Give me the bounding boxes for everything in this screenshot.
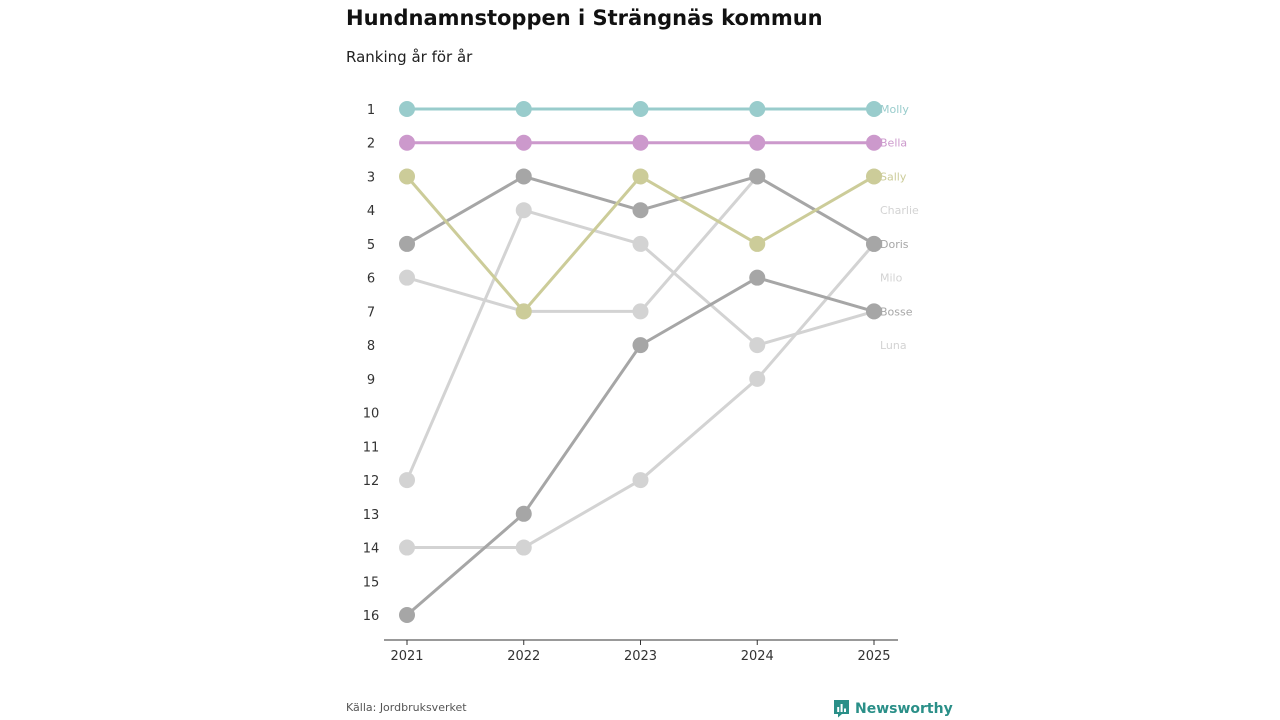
point-luna-2023[interactable] bbox=[632, 303, 649, 320]
point-charlie-2023[interactable] bbox=[632, 235, 649, 252]
y-tick-label: 5 bbox=[367, 238, 375, 253]
point-charlie-2022[interactable] bbox=[515, 202, 532, 219]
y-tick-label: 10 bbox=[363, 407, 380, 422]
point-doris-2022[interactable] bbox=[515, 168, 532, 185]
end-label-sally: Sally bbox=[880, 170, 907, 183]
x-tick-label: 2025 bbox=[857, 649, 890, 664]
y-tick-label: 8 bbox=[367, 339, 375, 354]
point-sally-2021[interactable] bbox=[399, 168, 415, 185]
point-sally-2025[interactable] bbox=[866, 168, 882, 185]
brand-name: Newsworthy bbox=[855, 700, 953, 717]
x-axis: 2021 2022 2023 2024 2025 bbox=[384, 639, 898, 664]
end-label-molly: Molly bbox=[880, 103, 909, 116]
series-bosse bbox=[399, 269, 882, 623]
point-bella-2022[interactable] bbox=[515, 134, 532, 151]
point-bosse-2023[interactable] bbox=[632, 337, 649, 354]
series-doris bbox=[399, 168, 882, 252]
brand-logo: Newsworthy bbox=[833, 699, 953, 718]
end-label-bella: Bella bbox=[880, 137, 907, 150]
x-tick-label: 2022 bbox=[507, 649, 540, 664]
point-sally-2022[interactable] bbox=[515, 303, 532, 320]
y-tick-label: 4 bbox=[367, 204, 375, 219]
point-sally-2024[interactable] bbox=[749, 235, 766, 252]
series-milo bbox=[399, 235, 882, 556]
x-tick-label: 2024 bbox=[741, 649, 774, 664]
y-tick-label: 7 bbox=[367, 305, 375, 320]
y-tick-label: 1 bbox=[367, 103, 375, 118]
series-sally bbox=[399, 168, 882, 320]
y-tick-label: 12 bbox=[363, 474, 380, 489]
point-bosse-2021[interactable] bbox=[399, 607, 415, 623]
point-molly-2024[interactable] bbox=[749, 101, 766, 117]
point-molly-2023[interactable] bbox=[632, 101, 649, 117]
point-molly-2025[interactable] bbox=[866, 101, 882, 117]
point-bella-2023[interactable] bbox=[632, 134, 649, 151]
series-line-milo bbox=[407, 242, 876, 550]
x-tick-label: 2023 bbox=[624, 649, 657, 664]
chart-subtitle: Ranking år för år bbox=[346, 48, 473, 66]
series-line-luna bbox=[406, 175, 759, 313]
point-milo-2021[interactable] bbox=[399, 539, 415, 556]
point-bosse-2022[interactable] bbox=[515, 505, 532, 522]
point-doris-2025[interactable] bbox=[866, 235, 882, 252]
point-luna-2021[interactable] bbox=[399, 269, 415, 286]
chart-title: Hundnamnstoppen i Strängnäs kommun bbox=[346, 6, 823, 30]
y-tick-label: 16 bbox=[363, 609, 380, 624]
point-milo-2023[interactable] bbox=[632, 472, 649, 489]
end-label-luna: Luna bbox=[880, 339, 907, 352]
y-tick-label: 13 bbox=[363, 508, 380, 523]
series-line-bosse bbox=[406, 276, 875, 617]
y-tick-label: 9 bbox=[367, 373, 375, 388]
point-doris-2024[interactable] bbox=[749, 168, 766, 185]
point-charlie-2021[interactable] bbox=[399, 472, 415, 489]
y-tick-label: 11 bbox=[363, 440, 380, 455]
source-note: Källa: Jordbruksverket bbox=[346, 701, 467, 714]
point-charlie-2024[interactable] bbox=[749, 337, 766, 354]
y-tick-label: 3 bbox=[367, 170, 375, 185]
point-molly-2022[interactable] bbox=[515, 101, 532, 117]
y-tick-label: 2 bbox=[367, 137, 375, 152]
x-tick-label: 2021 bbox=[390, 649, 423, 664]
point-doris-2023[interactable] bbox=[632, 202, 649, 219]
end-label-bosse: Bosse bbox=[880, 305, 913, 318]
point-molly-2021[interactable] bbox=[399, 101, 415, 117]
point-milo-2022[interactable] bbox=[515, 539, 532, 556]
series-layer bbox=[399, 101, 882, 623]
point-milo-2024[interactable] bbox=[749, 370, 766, 387]
end-label-doris: Doris bbox=[880, 238, 909, 251]
y-tick-label: 6 bbox=[367, 272, 375, 287]
point-bosse-2025[interactable] bbox=[866, 303, 882, 320]
series-bella bbox=[399, 134, 882, 151]
point-bella-2021[interactable] bbox=[399, 134, 415, 151]
end-label-charlie: Charlie bbox=[880, 204, 919, 217]
y-tick-label: 15 bbox=[363, 575, 380, 590]
end-labels: Molly Bella Sally Charlie Doris Milo Bosse Luna bbox=[880, 103, 919, 352]
point-bosse-2024[interactable] bbox=[749, 269, 766, 286]
newsworthy-logo-icon bbox=[834, 700, 849, 718]
y-tick-label: 14 bbox=[363, 542, 380, 557]
point-sally-2023[interactable] bbox=[632, 168, 649, 185]
point-bella-2024[interactable] bbox=[749, 134, 766, 151]
point-bella-2025[interactable] bbox=[866, 134, 882, 151]
series-molly bbox=[399, 101, 882, 117]
end-label-milo: Milo bbox=[880, 272, 903, 285]
point-doris-2021[interactable] bbox=[399, 235, 415, 252]
